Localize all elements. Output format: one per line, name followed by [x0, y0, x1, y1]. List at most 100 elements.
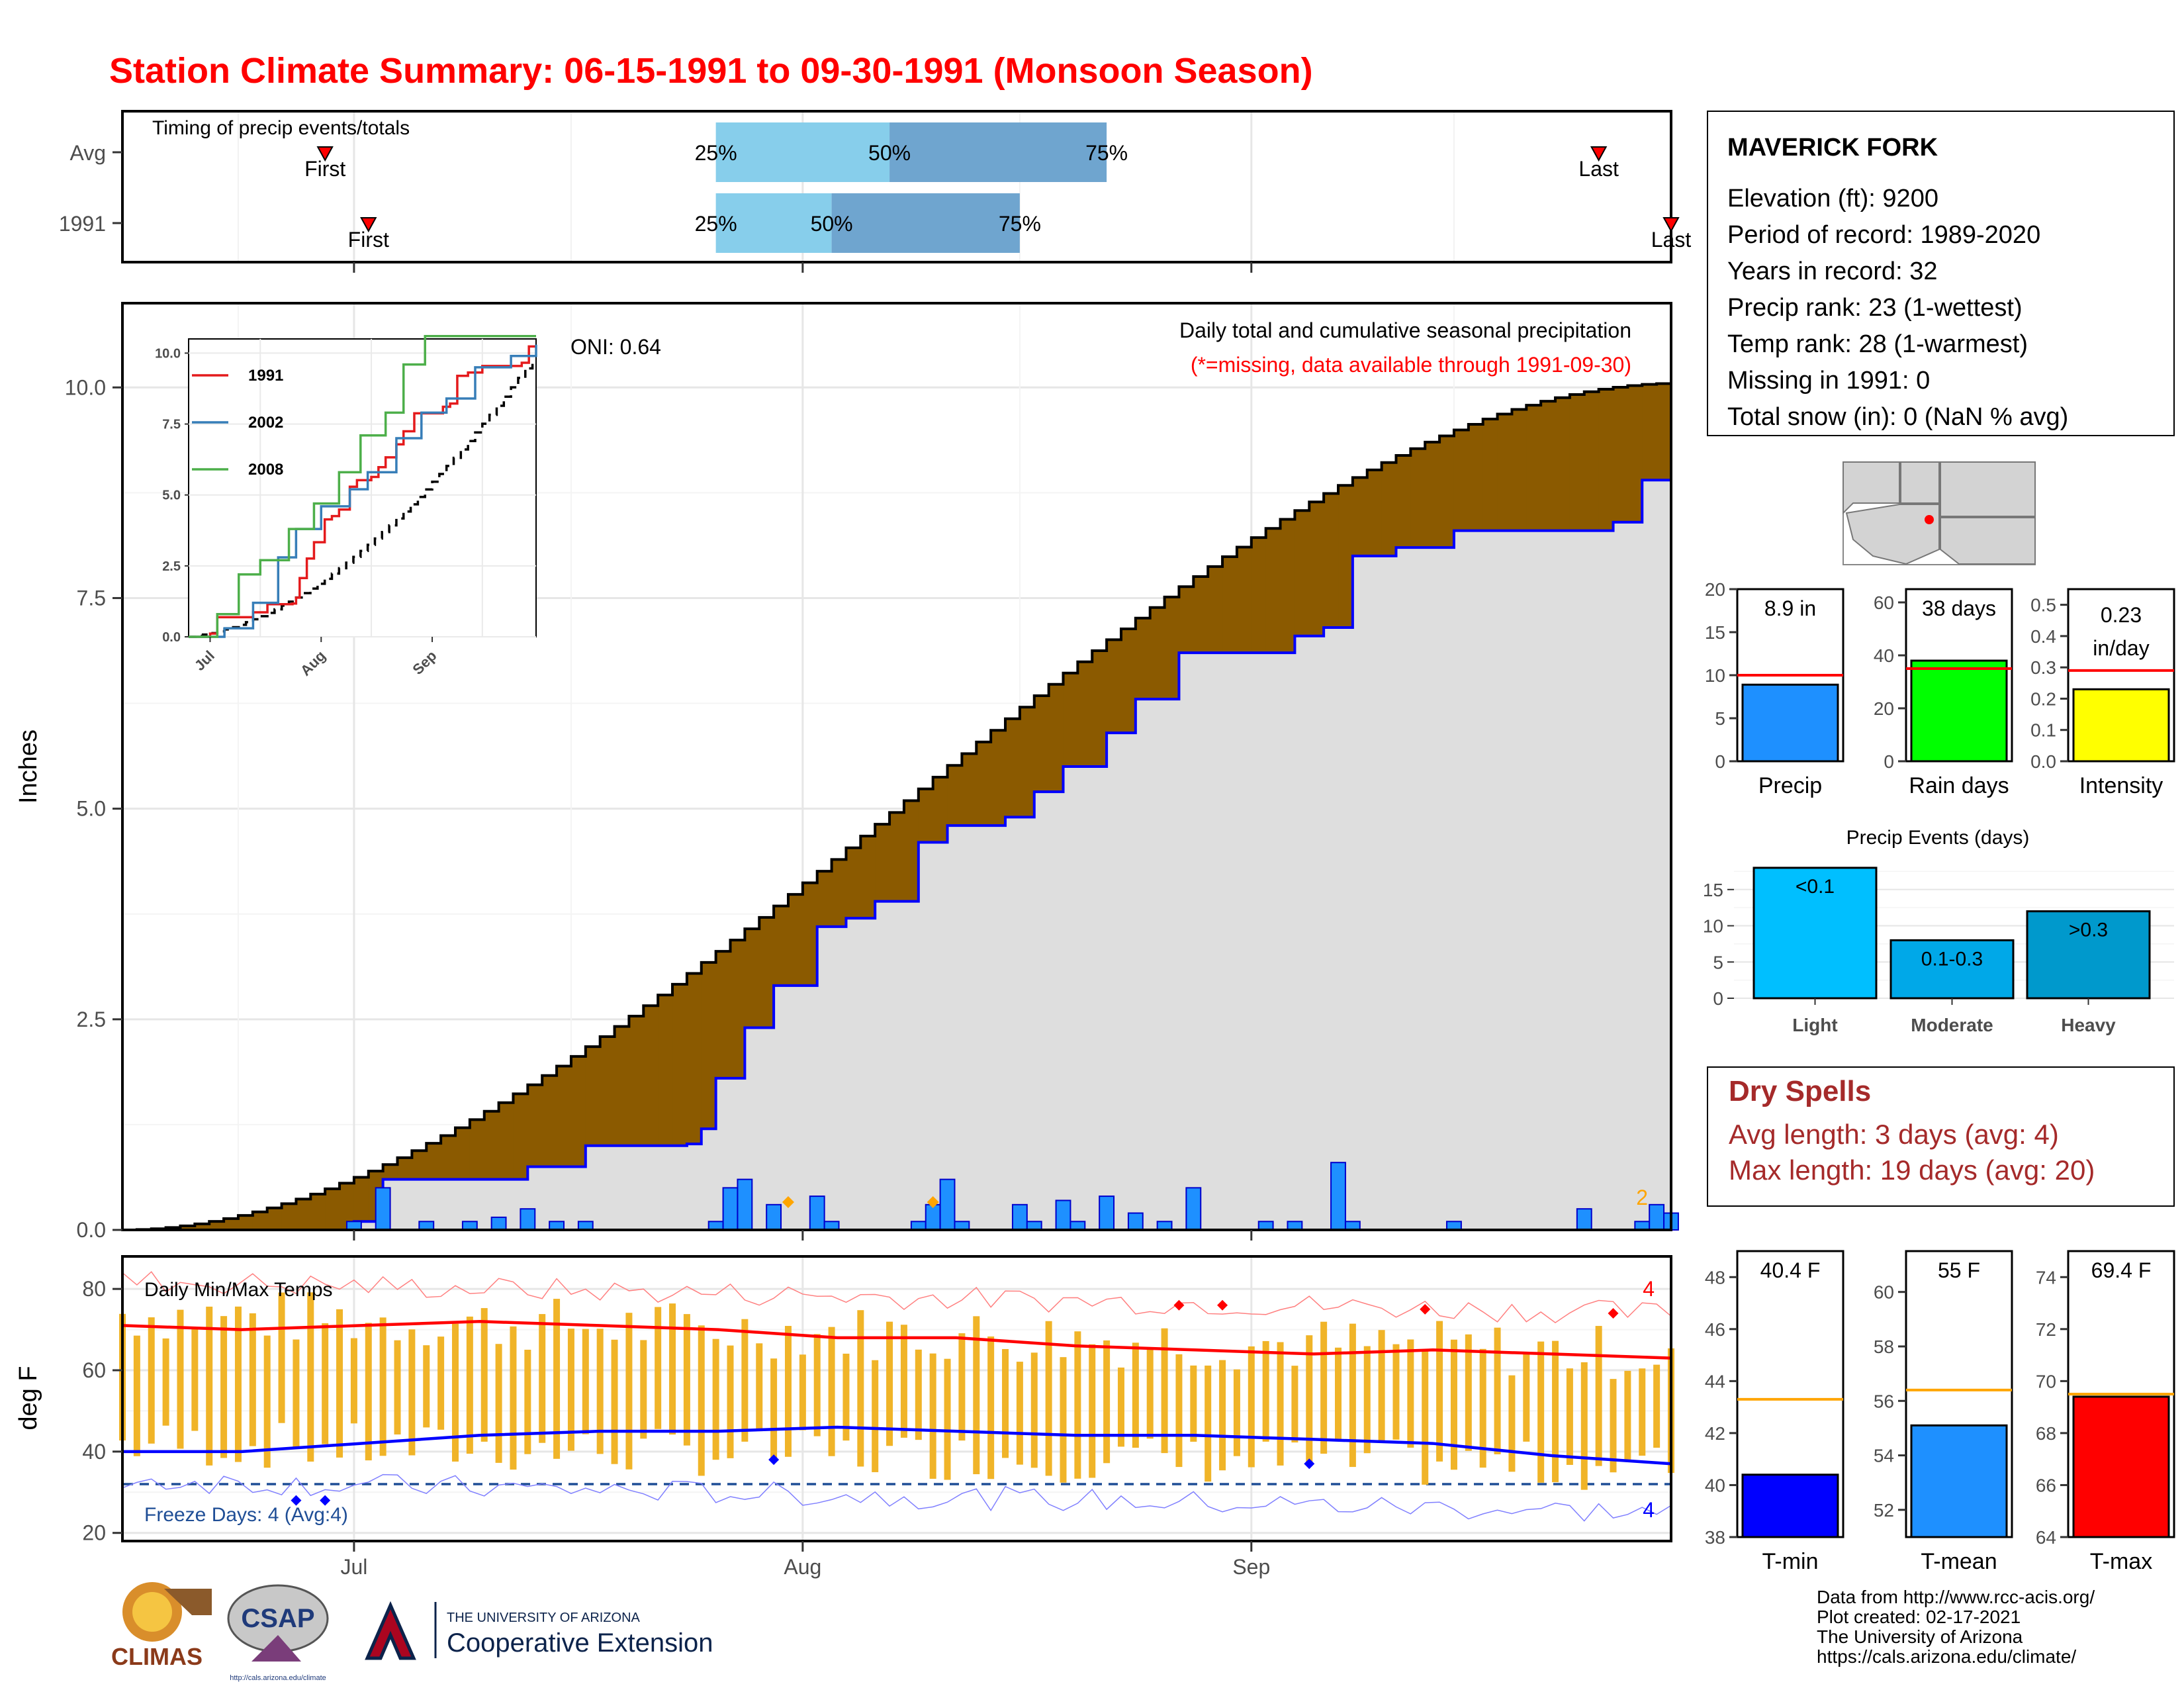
daily-temp-bar	[1465, 1334, 1472, 1451]
daily-temp-bar	[162, 1338, 169, 1426]
precip-events-chart: Precip Events (days) <0.1 Light 0.1-0.3 Mod…	[1703, 827, 2174, 1035]
temp-summary-ytick-label: 48	[1705, 1267, 1725, 1288]
precip-ylabel: Inches	[15, 729, 42, 804]
deficit-area	[209, 1221, 224, 1230]
temp-summary-value-label: 40.4 F	[1760, 1258, 1821, 1282]
daily-temp-bar	[1566, 1368, 1573, 1465]
timing-panel: Timing of precip events/totals 25% 50% 75%…	[59, 110, 1692, 273]
deficit-area	[224, 1218, 239, 1230]
deficit-area	[817, 871, 833, 927]
credit-line: Plot created: 02-17-2021	[1817, 1607, 2021, 1627]
daily-temp-bar	[1060, 1357, 1067, 1483]
avg-min-line	[122, 1425, 1672, 1466]
deficit-area	[1657, 383, 1672, 481]
daily-precip-bar	[1055, 1199, 1071, 1231]
daily-temp-bar	[1450, 1339, 1457, 1470]
credit-line: The University of Arizona	[1817, 1626, 2023, 1647]
daily-temp-bar	[625, 1313, 633, 1470]
summary-value-label: 8.9 in	[1764, 596, 1816, 620]
record-max-line	[122, 1271, 1672, 1324]
ua-top-text: THE UNIVERSITY OF ARIZONA	[447, 1611, 641, 1625]
summary-bar-value	[1741, 683, 1839, 763]
daily-temp-bar	[1436, 1321, 1443, 1462]
ua-extension-logo[interactable]: THE UNIVERSITY OF ARIZONA Cooperative Ex…	[361, 1601, 713, 1662]
deficit-area	[527, 1084, 543, 1167]
inset-legend-label: 1991	[248, 367, 283, 385]
deficit-area	[831, 859, 847, 927]
summary-ytick-label: 10	[1705, 665, 1725, 686]
daily-temp-bar	[1219, 1360, 1226, 1471]
deficit-area	[788, 894, 803, 986]
first-label: First	[348, 228, 389, 252]
daily-temp-bar	[1610, 1379, 1617, 1473]
daily-temp-bar	[1161, 1328, 1168, 1454]
temp-summary-value-label: 69.4 F	[2091, 1258, 2152, 1282]
csap-logo[interactable]: CSAP http://cals.arizona.edu/climate	[227, 1584, 329, 1682]
deficit-area	[1193, 576, 1208, 653]
freeze-label: Freeze Days: 4 (Avg:4)	[144, 1504, 348, 1526]
daily-temp-bar	[1479, 1348, 1486, 1468]
events-ytick-label: 15	[1703, 880, 1723, 900]
daily-temp-bar	[1653, 1364, 1661, 1448]
daily-temp-bar	[553, 1299, 561, 1459]
deficit-area	[252, 1211, 268, 1230]
cumulative-1991-line	[122, 479, 1671, 1231]
inset-avg-line	[189, 358, 534, 638]
missing-count: 2	[1636, 1186, 1648, 1209]
locator-map	[1843, 461, 2036, 565]
deficit-area	[296, 1199, 311, 1230]
daily-temp-bar	[206, 1306, 213, 1466]
daily-temp-bar	[524, 1349, 531, 1454]
daily-temp-bar	[915, 1349, 922, 1440]
summary-bar-label: Precip	[1758, 773, 1822, 798]
events-ytick-label: 0	[1713, 988, 1723, 1009]
daily-temp-bar	[336, 1309, 343, 1458]
deficit-area	[1497, 414, 1513, 531]
daily-temp-bar	[293, 1339, 300, 1449]
daily-temp-bar	[872, 1360, 879, 1472]
precip-note: Daily total and cumulative seasonal prec…	[1179, 318, 1631, 342]
summary-bar-chart: 0 5 10 15 20 8.9 in Precip	[1705, 579, 1844, 798]
record-low-marker	[768, 1454, 780, 1466]
daily-temp-bar	[741, 1319, 749, 1442]
record-high-marker	[1420, 1303, 1431, 1315]
events-ytick-label: 5	[1713, 952, 1723, 972]
deficit-area	[1396, 455, 1411, 548]
deficit-area	[1019, 707, 1035, 818]
deficit-area	[557, 1066, 572, 1167]
first-marker	[316, 146, 334, 162]
deficit-area	[643, 1006, 659, 1146]
precip-ytick-label: 2.5	[77, 1008, 106, 1031]
daily-temp-bar	[770, 1358, 778, 1461]
deficit-area	[1135, 618, 1151, 700]
deficit-area	[903, 800, 919, 902]
temp-ytick-label: 80	[82, 1277, 106, 1301]
missing-note: (*=missing, data available through 1991-…	[1191, 353, 1631, 377]
temp-summary-ytick-label: 38	[1705, 1527, 1725, 1548]
daily-precip-bar	[766, 1203, 782, 1231]
deficit-area	[1324, 493, 1339, 628]
last-label: Last	[1651, 228, 1692, 252]
daily-temp-bar	[1190, 1365, 1197, 1442]
precip-flag-marker	[782, 1196, 794, 1208]
daily-temp-bar	[1132, 1342, 1139, 1448]
event-bar-label: >0.3	[2069, 919, 2108, 941]
climas-logo[interactable]: CLIMAS	[111, 1582, 212, 1670]
temp-summary-ytick-label: 70	[2036, 1371, 2056, 1391]
deficit-area	[513, 1094, 528, 1180]
deficit-area	[1410, 448, 1426, 548]
daily-temp-bar	[133, 1335, 140, 1456]
temp-ylabel: deg F	[15, 1366, 42, 1430]
daily-temp-bar	[1378, 1330, 1385, 1443]
deficit-area	[1569, 394, 1585, 531]
daily-temp-bar	[1392, 1344, 1400, 1440]
temp-summary-ytick-label: 52	[1874, 1500, 1894, 1521]
record-high-marker	[1217, 1299, 1228, 1311]
summary-ytick-label: 0.2	[2030, 688, 2056, 709]
deficit-area	[340, 1183, 355, 1230]
daily-temp-bar	[958, 1333, 966, 1441]
daily-precip-bar	[1011, 1203, 1028, 1231]
daily-temp-bar	[698, 1325, 705, 1476]
inset-ytick-label: 10.0	[155, 346, 181, 361]
